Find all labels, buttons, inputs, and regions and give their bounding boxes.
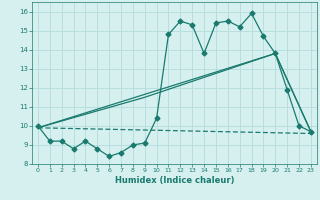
X-axis label: Humidex (Indice chaleur): Humidex (Indice chaleur) — [115, 176, 234, 185]
